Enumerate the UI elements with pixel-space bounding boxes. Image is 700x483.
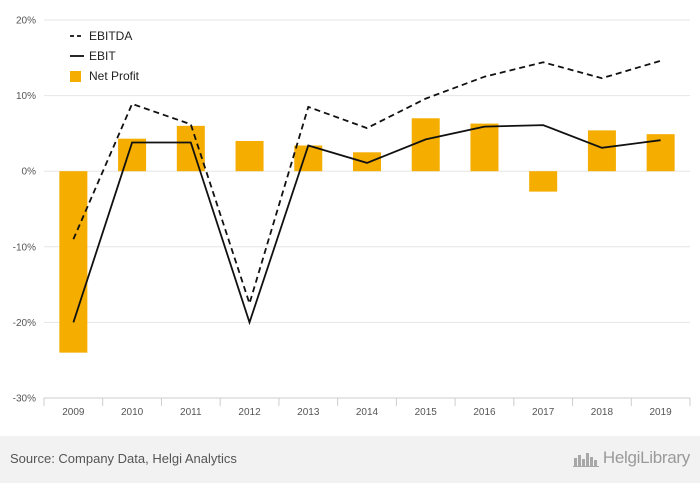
legend-swatch-net-profit	[70, 71, 81, 82]
bar-net-profit	[294, 145, 323, 172]
x-tick-label: 2016	[473, 407, 496, 418]
bar-net-profit	[587, 130, 616, 172]
bar-net-profit	[353, 152, 381, 172]
x-tick-label: 2009	[62, 407, 85, 418]
y-tick-label: 0%	[22, 167, 37, 178]
legend-label: Net Profit	[89, 69, 140, 83]
x-tick-label: 2019	[650, 407, 673, 418]
x-tick-label: 2013	[297, 407, 320, 418]
y-tick-label: 20%	[16, 16, 36, 27]
x-tick-label: 2015	[415, 407, 438, 418]
y-tick-label: -10%	[13, 242, 36, 253]
bar-net-profit	[646, 134, 675, 172]
legend-label: EBITDA	[89, 29, 132, 43]
bar-net-profit	[59, 171, 88, 353]
bar-net-profit	[529, 171, 558, 192]
bar-net-profit	[411, 118, 440, 172]
y-tick-label: -20%	[13, 318, 36, 329]
helgi-library-icon	[572, 453, 599, 467]
y-tick-label: 10%	[16, 91, 36, 102]
x-tick-label: 2011	[180, 407, 202, 418]
source-note: Source: Company Data, Helgi Analytics	[10, 451, 237, 466]
brand-logo: HelgiLibrary	[572, 448, 690, 468]
x-tick-label: 2012	[238, 407, 261, 418]
footer: Source: Company Data, Helgi Analytics He…	[0, 436, 700, 483]
bar-net-profit	[470, 123, 499, 172]
line-ebitda	[72, 59, 661, 307]
brand-name: HelgiLibrary	[602, 448, 690, 467]
x-tick-label: 2014	[356, 407, 379, 418]
line-ebit	[72, 124, 661, 326]
x-tick-label: 2018	[591, 407, 614, 418]
chart: 20% 10% 0% -10% -20% -30% 2009 2010 2011 2012 2013…	[13, 16, 691, 418]
x-tick-label: 2010	[121, 407, 144, 418]
x-tick-label: 2017	[532, 407, 555, 418]
bar-net-profit	[176, 125, 205, 172]
y-tick-label: -30%	[13, 394, 36, 405]
bar-net-profit	[235, 140, 264, 172]
legend-label: EBIT	[89, 49, 116, 63]
